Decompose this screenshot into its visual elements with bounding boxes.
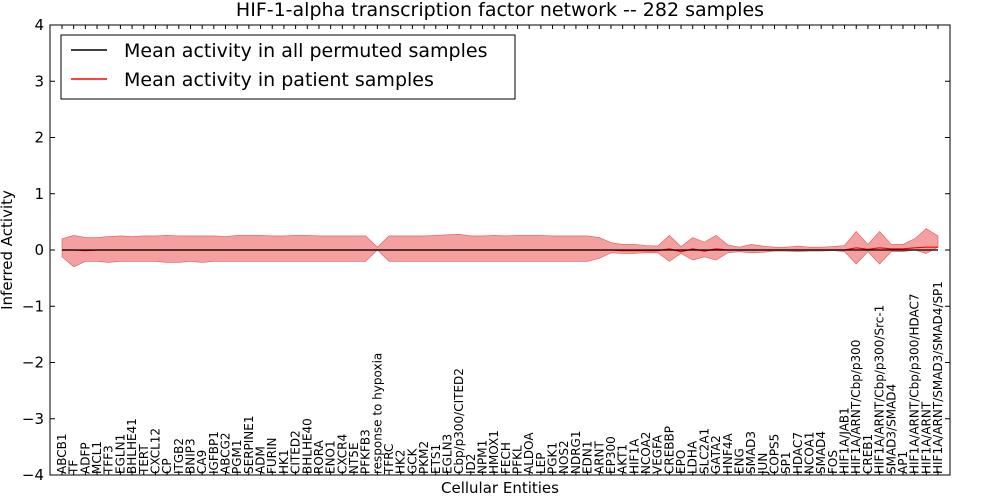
x-tick-label: PGK1: [546, 442, 560, 474]
y-tick-label: 1: [34, 185, 44, 203]
x-tick-label: TF: [67, 460, 81, 475]
y-tick-label: 0: [34, 241, 44, 259]
x-tick-label: FECH: [499, 442, 513, 474]
x-tick-label: LDHA: [686, 440, 700, 474]
x-tick-label: TERT: [137, 444, 151, 475]
x-tick-label: NOS2: [557, 440, 571, 474]
x-tick-label: BHLHE40: [300, 418, 314, 474]
y-tick-label: −2: [22, 354, 44, 372]
x-tick-label: EGLN1: [113, 434, 127, 474]
legend-box: [60, 34, 516, 100]
chart-title: HIF-1-alpha transcription factor network…: [236, 0, 764, 21]
x-tick-label: HK1: [277, 449, 291, 474]
x-tick-label: PFKL: [511, 445, 525, 474]
x-tick-label: CXCL12: [148, 428, 162, 474]
x-tick-label: BNIP3: [184, 438, 198, 474]
x-tick-label: CXCR4: [335, 434, 349, 474]
x-tick-label: NCOA1: [803, 432, 817, 474]
x-tick-label: ENG: [732, 448, 746, 474]
x-tick-label: SMAD3/SMAD4: [884, 384, 898, 474]
y-tick-label: 4: [34, 16, 44, 34]
x-tick-label: SLC2A1: [697, 428, 711, 474]
x-tick-label: FURIN: [265, 437, 279, 474]
x-tick-label: AKT1: [616, 444, 630, 474]
x-tick-label: GATA2: [709, 435, 723, 474]
x-tick-label: GCK: [405, 447, 419, 474]
legend-label-patient: Mean activity in patient samples: [124, 69, 434, 91]
x-tick-label: ADM: [254, 446, 268, 474]
x-tick-label: SP1: [779, 452, 793, 475]
x-tick-label: ETS1: [429, 444, 443, 474]
x-tick-label: HIF1A/ARNT: [919, 401, 933, 474]
x-tick-label: PKM2: [417, 441, 431, 474]
x-tick-label: CITED2: [289, 430, 303, 474]
x-tick-label: Cbp/p300/CITED2: [452, 368, 466, 474]
x-tick-label: ABCG2: [219, 432, 233, 474]
x-tick-label: HIF1A/JAB1: [838, 407, 852, 474]
x-tick-label: CP: [160, 458, 174, 474]
x-axis: ABCB1TFADFPMCL1TFF3EGLN1BHLHE41TERTCXCL1…: [55, 25, 945, 475]
x-tick-label: RORA: [312, 439, 326, 474]
x-tick-label: CREB1: [861, 434, 875, 474]
x-tick-label: ITGB2: [172, 438, 186, 474]
x-tick-label: TFF3: [102, 445, 116, 475]
x-tick-label: EGLN3: [440, 434, 454, 474]
x-axis-label: Cellular Entities: [441, 479, 559, 497]
x-tick-label: COPS5: [768, 434, 782, 474]
x-tick-label: EDN1: [581, 441, 595, 474]
plot-area: [61, 228, 939, 268]
x-tick-label: PGM1: [230, 439, 244, 474]
x-tick-label: FOS: [826, 450, 840, 474]
y-axis: −4 −3 −2 −1 0 1 2 3 4: [22, 16, 950, 484]
x-tick-label: ID2: [464, 454, 478, 474]
y-tick-label: −1: [22, 297, 44, 315]
x-tick-label: HNF4A: [721, 432, 735, 474]
x-tick-label: LEP: [534, 452, 548, 474]
x-tick-label: ALDOA: [522, 432, 536, 474]
x-tick-label: NPM1: [476, 440, 490, 474]
x-tick-label: JUN: [756, 453, 770, 475]
x-tick-label: HDAC7: [791, 432, 805, 474]
x-tick-label: CA9: [195, 450, 209, 474]
x-tick-label: SMAD4: [814, 431, 828, 474]
x-tick-label: HIF1A/ARNT/Cbp/p300/HDAC7: [908, 293, 922, 474]
x-tick-label: ADFP: [78, 442, 92, 474]
x-tick-label: ARNT: [592, 440, 606, 474]
x-tick-label: ABCB1: [55, 434, 69, 474]
y-tick-label: −4: [22, 466, 44, 484]
y-tick-label: −3: [22, 410, 44, 428]
patient-activity-band: [61, 228, 939, 268]
x-tick-label: MCL1: [90, 441, 104, 474]
x-tick-label: BHLHE41: [125, 418, 139, 474]
x-tick-label: AP1: [896, 451, 910, 474]
x-tick-label: SMAD3: [744, 431, 758, 474]
x-tick-label: response to hypoxia: [370, 353, 384, 474]
x-tick-label: NCOA2: [639, 432, 653, 474]
y-axis-label: Inferred Activity: [0, 190, 16, 310]
x-tick-label: HMOX1: [487, 430, 501, 474]
y-tick-label: 3: [34, 72, 44, 90]
x-tick-label: HIF1A/ARNT/Cbp/p300/Src-1: [873, 305, 887, 474]
y-tick-label: 2: [34, 129, 44, 147]
x-tick-label: NDRG1: [569, 431, 583, 475]
x-tick-label: PFKFB3: [359, 429, 373, 474]
x-tick-label: IGFBP1: [207, 431, 221, 474]
x-tick-label: EPO: [674, 450, 688, 474]
legend: Mean activity in all permuted samples Me…: [60, 34, 516, 100]
x-tick-label: HIF1A/ARNT/Cbp/p300: [849, 340, 863, 474]
x-tick-label: ENO1: [324, 440, 338, 474]
legend-label-permuted: Mean activity in all permuted samples: [124, 40, 487, 62]
x-tick-label: HIF1A/ARNT/SMAD3/SMAD4/SP1: [931, 281, 945, 474]
x-tick-label: EP300: [604, 436, 618, 474]
x-tick-label: TFRC: [382, 444, 396, 475]
x-tick-label: HIF1A: [627, 438, 641, 474]
x-tick-label: VEGFA: [651, 434, 665, 474]
x-tick-label: CREBBP: [662, 426, 676, 474]
x-tick-label: SERPINE1: [242, 415, 256, 474]
x-tick-label: NT5E: [347, 442, 361, 474]
x-tick-label: HK2: [394, 449, 408, 474]
